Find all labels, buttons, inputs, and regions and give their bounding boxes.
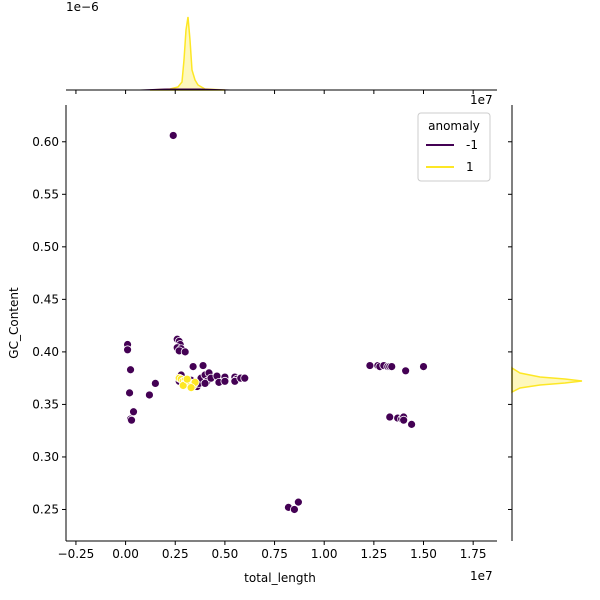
x-tick-label: 1.00 (311, 547, 338, 561)
data-point-anomaly (419, 362, 428, 372)
data-point-anomaly (180, 347, 190, 357)
data-point-anomaly (290, 505, 299, 514)
data-point-anomaly (387, 362, 397, 372)
x-tick-label: 0.25 (162, 547, 189, 561)
data-point-anomaly (220, 376, 230, 386)
scatter-points (123, 131, 428, 514)
y-tick-label: 0.55 (32, 187, 59, 201)
x-tick-label: 1.25 (360, 547, 387, 561)
right-marginal (511, 105, 583, 541)
y-tick-label: 0.30 (32, 450, 59, 464)
legend-label-neg: -1 (466, 138, 478, 152)
x-tick-label: −0.25 (58, 547, 95, 561)
x-offset-label-top: 1e7 (470, 93, 493, 107)
data-point-anomaly (240, 373, 250, 383)
x-ticks: −0.25 0.00 0.25 0.50 0.75 1.00 1.25 1.50 1.75 (58, 90, 487, 561)
y-tick-label: 0.45 (32, 292, 59, 306)
main-axes (65, 105, 497, 542)
y-tick-label: 0.50 (32, 240, 59, 254)
top-kde-fill (149, 16, 226, 91)
y-tick-label: 0.40 (32, 345, 59, 359)
data-point-anomaly (188, 362, 198, 372)
data-point-anomaly (129, 407, 138, 417)
legend-title: anomaly (428, 119, 480, 133)
data-point-anomaly (401, 366, 411, 376)
legend: anomaly -1 1 (417, 112, 491, 182)
data-point-anomaly (293, 497, 303, 507)
y-tick-label: 0.60 (32, 135, 59, 149)
data-point-anomaly (145, 390, 154, 400)
data-point-anomaly (200, 379, 210, 388)
x-tick-label: 1.50 (410, 547, 437, 561)
data-point-anomaly (125, 388, 134, 398)
top-marginal (66, 16, 497, 91)
data-point-anomaly (168, 131, 178, 140)
right-kde-fill (511, 366, 583, 394)
x-axis-label: total_length (244, 571, 316, 585)
top-kde-fill-dark (139, 88, 231, 91)
data-point-normal (182, 374, 192, 384)
data-point-anomaly (126, 365, 135, 375)
data-point-anomaly (123, 345, 132, 355)
data-point-normal (186, 383, 196, 393)
y-tick-label: 0.25 (32, 502, 59, 516)
x-tick-label: 0.00 (112, 547, 139, 561)
y-axis-label: GC_Content (7, 287, 21, 359)
x-tick-label: 0.50 (212, 547, 239, 561)
x-offset-label: 1e7 (470, 569, 493, 583)
data-point-anomaly (150, 379, 160, 388)
legend-box (417, 112, 491, 182)
top-marginal-scale-label: 1e−6 (66, 0, 99, 14)
x-tick-label: 0.75 (261, 547, 288, 561)
data-point-anomaly (385, 412, 395, 422)
y-ticks: 0.25 0.30 0.35 0.40 0.45 0.50 0.55 0.60 (32, 135, 512, 516)
data-point-anomaly (407, 419, 416, 429)
x-tick-label: 1.75 (460, 547, 487, 561)
data-point-anomaly (198, 361, 208, 370)
y-tick-label: 0.35 (32, 397, 59, 411)
data-point-anomaly (399, 415, 409, 425)
legend-label-pos: 1 (466, 160, 474, 174)
data-point-normal (178, 381, 188, 390)
data-point-anomaly (127, 415, 136, 425)
data-point-anomaly (365, 361, 375, 370)
